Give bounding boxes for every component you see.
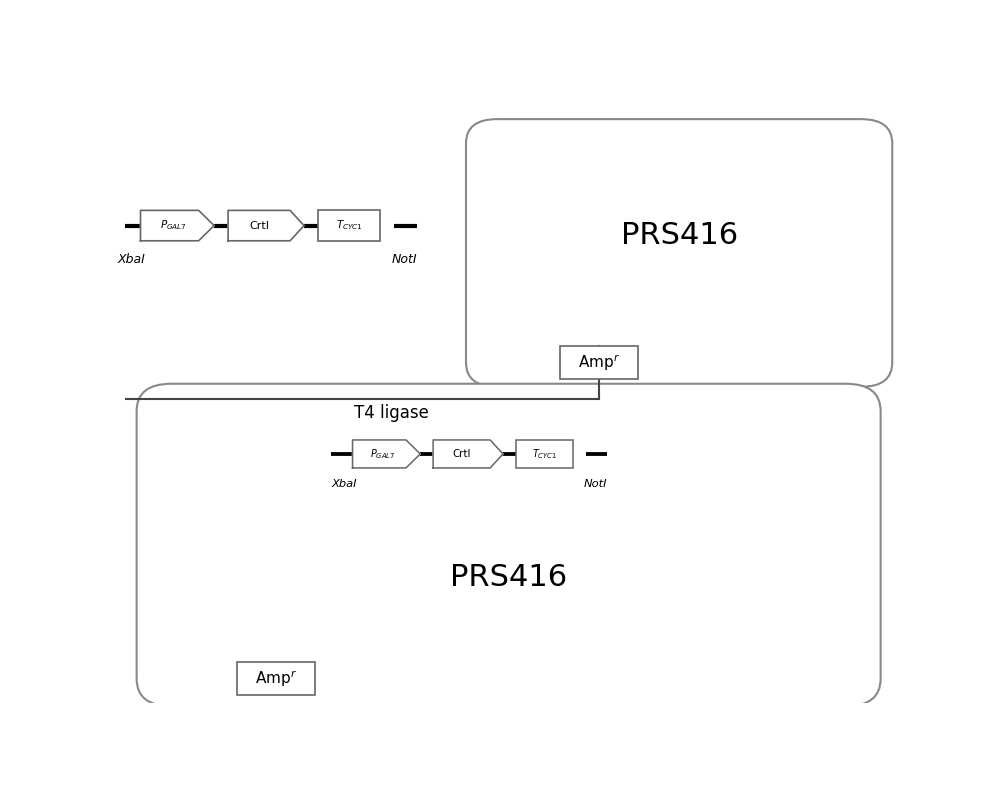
- Text: $\mathit{P}_{GAL7}$: $\mathit{P}_{GAL7}$: [370, 447, 395, 461]
- Text: NotI: NotI: [584, 479, 607, 489]
- Text: $\mathit{P}_{GAL7}$: $\mathit{P}_{GAL7}$: [160, 219, 187, 232]
- FancyBboxPatch shape: [516, 440, 573, 468]
- Polygon shape: [433, 440, 503, 468]
- Text: NotI: NotI: [392, 253, 417, 266]
- Text: CrtI: CrtI: [452, 449, 471, 459]
- Polygon shape: [353, 440, 420, 468]
- Polygon shape: [228, 210, 304, 241]
- Text: T4 ligase: T4 ligase: [354, 404, 428, 422]
- Text: PRS416: PRS416: [621, 221, 738, 250]
- Text: Amp$^r$: Amp$^r$: [255, 668, 297, 689]
- Text: XbaI: XbaI: [117, 253, 145, 266]
- Polygon shape: [140, 210, 214, 241]
- Text: $T_{CYC1}$: $T_{CYC1}$: [532, 447, 557, 461]
- Text: Amp$^r$: Amp$^r$: [578, 352, 620, 373]
- FancyBboxPatch shape: [318, 210, 380, 241]
- Text: XbaI: XbaI: [331, 479, 357, 489]
- FancyBboxPatch shape: [137, 384, 881, 706]
- FancyBboxPatch shape: [560, 346, 638, 379]
- FancyBboxPatch shape: [237, 662, 315, 695]
- Text: CrtI: CrtI: [249, 220, 269, 231]
- Text: $T_{CYC1}$: $T_{CYC1}$: [336, 219, 362, 232]
- FancyBboxPatch shape: [466, 119, 892, 387]
- Text: PRS416: PRS416: [450, 562, 567, 592]
